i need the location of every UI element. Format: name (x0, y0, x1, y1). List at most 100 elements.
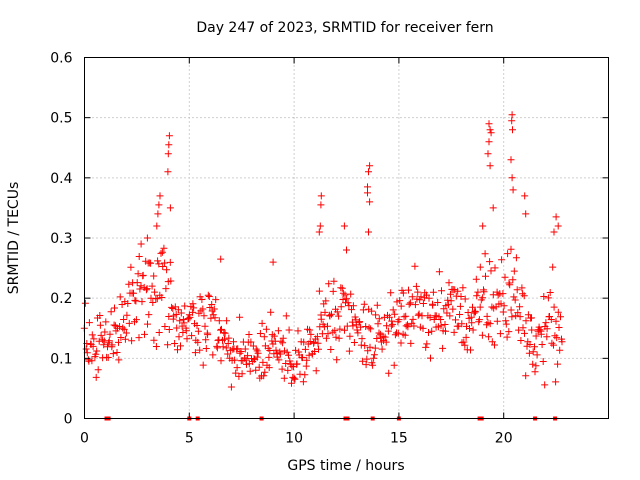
data-point (493, 317, 501, 325)
data-point (438, 287, 445, 295)
data-point (479, 222, 487, 230)
data-point (544, 294, 552, 302)
data-point (115, 356, 123, 364)
data-point (90, 335, 98, 343)
data-point (369, 361, 377, 369)
data-point (212, 296, 220, 304)
data-point (133, 279, 141, 287)
data-point (511, 296, 519, 304)
data-point (365, 324, 373, 332)
y-tick-label: 0.2 (50, 291, 72, 307)
data-point (526, 341, 534, 348)
data-point (444, 301, 452, 309)
data-point (255, 363, 263, 371)
data-point (142, 286, 150, 294)
data-point (191, 349, 199, 357)
data-point (315, 287, 323, 295)
data-point (256, 330, 264, 337)
data-point (327, 346, 335, 353)
data-point (156, 192, 164, 200)
data-point (143, 285, 151, 293)
data-point (186, 313, 194, 321)
data-point (315, 345, 322, 353)
data-point (279, 339, 287, 347)
data-points (80, 111, 566, 391)
data-point (362, 361, 370, 369)
data-point (447, 297, 455, 305)
data-point (288, 379, 295, 387)
data-point (364, 189, 371, 197)
data-point (446, 312, 454, 320)
data-point (258, 319, 266, 327)
data-point (340, 222, 348, 230)
data-point (260, 333, 268, 341)
data-point (181, 302, 189, 310)
data-point (136, 285, 144, 293)
data-point (166, 204, 174, 212)
data-point (96, 312, 104, 319)
data-point (370, 354, 378, 362)
data-point (276, 350, 284, 358)
data-point (481, 250, 489, 258)
data-point (165, 326, 173, 333)
data-point (509, 126, 516, 134)
data-point (85, 319, 93, 327)
data-point (279, 334, 287, 342)
data-point (370, 351, 378, 359)
data-point (499, 290, 507, 298)
data-point (371, 344, 379, 352)
data-point (546, 289, 554, 296)
data-point (282, 360, 290, 367)
data-point (173, 324, 181, 332)
data-point (485, 333, 493, 341)
data-point (430, 316, 438, 323)
data-point (236, 349, 244, 357)
data-point (307, 330, 315, 338)
data-point (382, 338, 390, 346)
data-point (325, 280, 333, 288)
data-point (361, 342, 369, 350)
data-point (532, 332, 540, 340)
data-point (525, 349, 533, 357)
data-point (96, 321, 104, 329)
data-point (265, 364, 273, 372)
data-point (439, 344, 447, 352)
data-point (546, 313, 553, 320)
data-point (328, 310, 335, 318)
data-point (125, 280, 133, 288)
data-point (484, 150, 492, 158)
data-point (338, 284, 346, 292)
data-point (119, 324, 127, 332)
data-point (429, 288, 437, 296)
data-point (414, 288, 422, 296)
data-point (450, 328, 458, 336)
data-point (222, 344, 230, 352)
data-point (88, 357, 96, 365)
data-point (130, 289, 137, 297)
data-point (230, 338, 237, 346)
data-point (247, 338, 255, 346)
data-point (494, 291, 502, 299)
data-point (122, 329, 130, 337)
data-point (135, 334, 143, 342)
chart-title: Day 247 of 2023, SRMTID for receiver fer… (196, 20, 493, 36)
data-point (351, 313, 359, 321)
data-point (302, 362, 310, 370)
data-point (331, 327, 339, 335)
data-point (365, 168, 372, 176)
data-point (115, 338, 122, 346)
data-point (189, 308, 197, 316)
data-point (362, 323, 370, 330)
data-point (558, 338, 566, 346)
data-point (176, 317, 184, 325)
x-axis-label: GPS time / hours (287, 458, 404, 474)
y-tick-label: 0.3 (50, 231, 72, 247)
data-point (469, 303, 476, 311)
data-point (204, 331, 212, 339)
data-point (390, 361, 398, 369)
data-point (151, 288, 159, 296)
data-point (237, 348, 245, 355)
data-point (210, 305, 218, 313)
data-point (391, 310, 399, 318)
data-point (194, 338, 202, 346)
